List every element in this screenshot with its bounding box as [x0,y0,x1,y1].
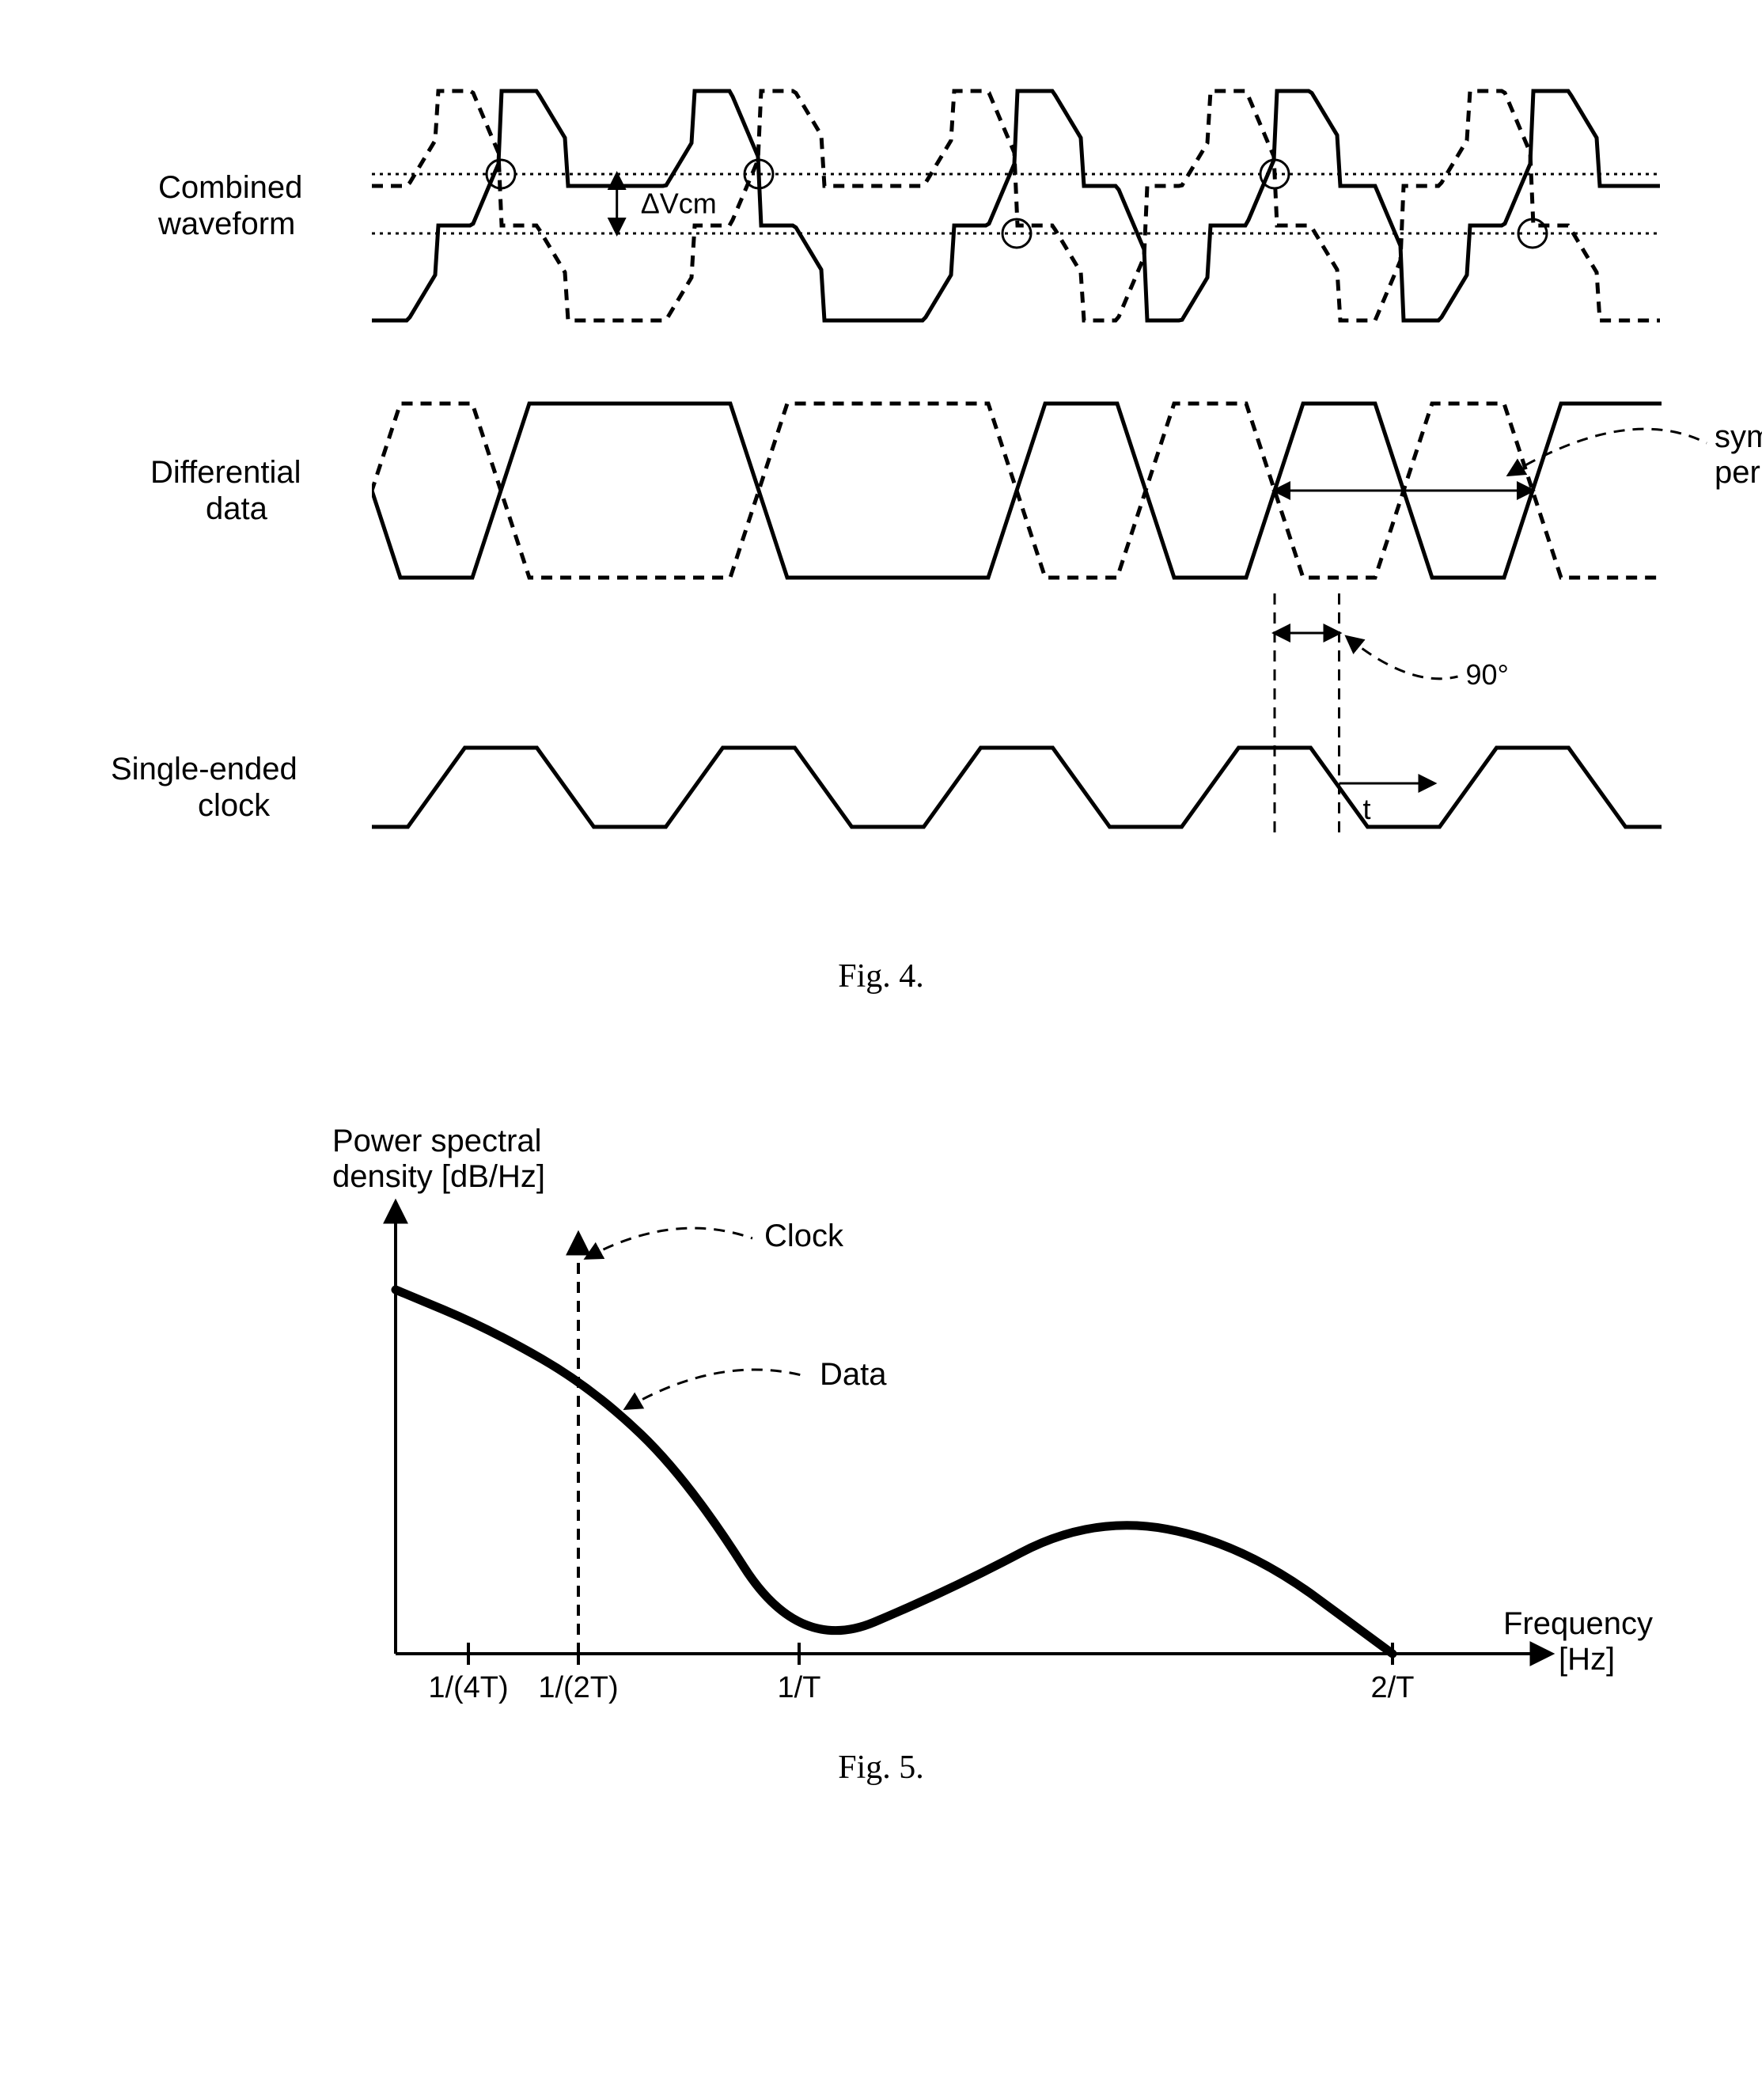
svg-text:Data: Data [820,1357,887,1392]
svg-text:density [dB/Hz]: density [dB/Hz] [332,1159,545,1194]
svg-text:1/T: 1/T [778,1671,821,1704]
svg-text:Single-ended: Single-ended [111,752,297,787]
svg-text:period(T): period(T) [1715,455,1762,490]
figure-4-svg: ΔVcm symbolperiod(T) 90° t Combinedwaveform D… [0,47,1762,934]
svg-text:waveform: waveform [157,207,295,241]
svg-text:1/(4T): 1/(4T) [428,1671,508,1704]
svg-text:Power spectral: Power spectral [332,1124,542,1158]
svg-text:Combined: Combined [158,170,302,205]
svg-text:Frequency: Frequency [1503,1606,1653,1641]
svg-text:symbol: symbol [1715,419,1762,454]
figure-5-caption: Fig. 5. [0,1749,1762,1787]
figure-5-svg: 1/(4T) 1/(2T) 1/T 2/T Clock Data Power spectra… [0,1037,1762,1828]
svg-text:ΔVcm: ΔVcm [641,188,717,220]
svg-text:Clock: Clock [764,1219,844,1253]
svg-text:Differential: Differential [150,455,301,490]
svg-text:90°: 90° [1466,658,1509,691]
svg-text:1/(2T): 1/(2T) [538,1671,618,1704]
svg-text:[Hz]: [Hz] [1559,1642,1615,1677]
figure-4: ΔVcm symbolperiod(T) 90° t Combinedwaveform D… [0,47,1762,934]
figure-5: 1/(4T) 1/(2T) 1/T 2/T Clock Data Power spectra… [0,1037,1762,1828]
figure-4-caption: Fig. 4. [0,957,1762,995]
page: ΔVcm symbolperiod(T) 90° t Combinedwaveform D… [0,0,1762,2100]
svg-text:2/T: 2/T [1371,1671,1415,1704]
svg-text:clock: clock [198,788,271,823]
svg-text:data: data [206,491,268,526]
svg-text:t: t [1363,793,1371,825]
